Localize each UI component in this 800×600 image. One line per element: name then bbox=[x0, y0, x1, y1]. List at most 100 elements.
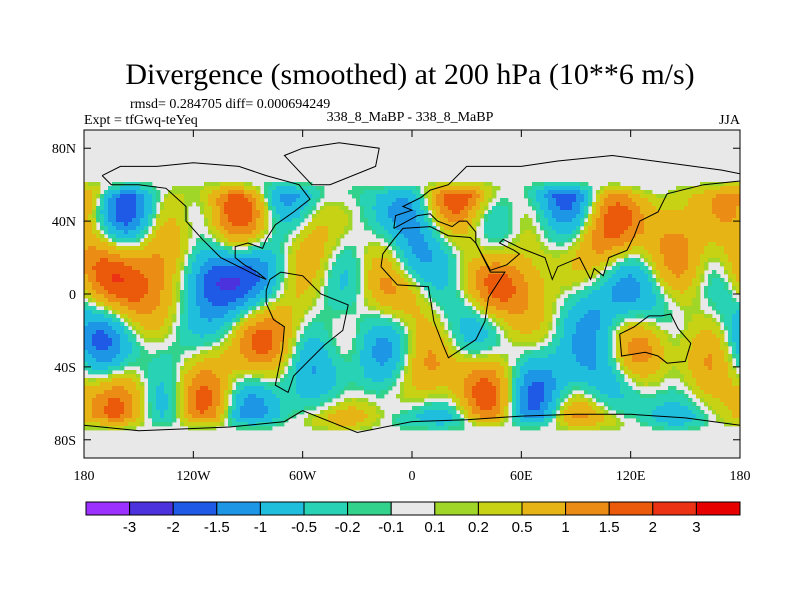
field-cell bbox=[208, 294, 213, 299]
field-cell bbox=[596, 234, 601, 239]
field-cell bbox=[128, 318, 133, 323]
field-cell bbox=[688, 310, 693, 315]
field-cell bbox=[596, 198, 601, 203]
field-cell bbox=[372, 286, 377, 291]
field-cell bbox=[544, 286, 549, 291]
field-cell bbox=[92, 254, 97, 259]
field-cell bbox=[88, 250, 93, 255]
field-cell bbox=[312, 186, 317, 191]
field-cell bbox=[492, 226, 497, 231]
field-cell bbox=[696, 262, 701, 267]
field-cell bbox=[512, 274, 517, 279]
field-cell bbox=[464, 294, 469, 299]
field-cell bbox=[124, 250, 129, 255]
field-cell bbox=[444, 274, 449, 279]
field-cell bbox=[612, 234, 617, 239]
field-cell bbox=[208, 182, 213, 187]
field-cell bbox=[660, 242, 665, 247]
field-cell bbox=[140, 246, 145, 251]
field-cell bbox=[236, 270, 241, 275]
field-cell bbox=[356, 190, 361, 195]
field-cell bbox=[324, 218, 329, 223]
field-cell bbox=[116, 270, 121, 275]
field-cell bbox=[336, 218, 341, 223]
field-cell bbox=[300, 246, 305, 251]
field-cell bbox=[240, 214, 245, 219]
field-cell bbox=[428, 234, 433, 239]
field-cell bbox=[316, 234, 321, 239]
field-cell bbox=[152, 302, 157, 307]
field-cell bbox=[176, 254, 181, 259]
field-cell bbox=[112, 290, 117, 295]
field-cell bbox=[616, 206, 621, 211]
field-cell bbox=[84, 222, 89, 227]
field-cell bbox=[396, 290, 401, 295]
field-cell bbox=[168, 290, 173, 295]
field-cell bbox=[136, 278, 141, 283]
field-cell bbox=[200, 278, 205, 283]
field-cell bbox=[584, 182, 589, 187]
field-cell bbox=[352, 246, 357, 251]
field-cell bbox=[692, 302, 697, 307]
field-cell bbox=[684, 226, 689, 231]
field-cell bbox=[208, 318, 213, 323]
field-cell bbox=[180, 214, 185, 219]
field-cell bbox=[492, 278, 497, 283]
field-cell bbox=[456, 206, 461, 211]
field-cell bbox=[668, 254, 673, 259]
field-cell bbox=[272, 314, 277, 319]
field-cell bbox=[572, 242, 577, 247]
field-cell bbox=[280, 202, 285, 207]
field-cell bbox=[424, 262, 429, 267]
field-cell bbox=[156, 318, 161, 323]
field-cell bbox=[196, 198, 201, 203]
field-cell bbox=[208, 198, 213, 203]
field-cell bbox=[560, 230, 565, 235]
field-cell bbox=[664, 206, 669, 211]
field-cell bbox=[164, 242, 169, 247]
field-cell bbox=[100, 222, 105, 227]
field-cell bbox=[436, 286, 441, 291]
field-cell bbox=[436, 282, 441, 287]
field-cell bbox=[724, 206, 729, 211]
field-cell bbox=[424, 298, 429, 303]
field-cell bbox=[620, 222, 625, 227]
field-cell bbox=[380, 298, 385, 303]
field-cell bbox=[104, 294, 109, 299]
field-cell bbox=[596, 310, 601, 315]
field-cell bbox=[312, 230, 317, 235]
field-cell bbox=[464, 194, 469, 199]
field-cell bbox=[452, 310, 457, 315]
field-cell bbox=[400, 310, 405, 315]
field-cell bbox=[448, 266, 453, 271]
field-cell bbox=[492, 282, 497, 287]
field-cell bbox=[372, 258, 377, 263]
field-cell bbox=[728, 222, 733, 227]
field-cell bbox=[444, 230, 449, 235]
field-cell bbox=[92, 258, 97, 263]
field-cell bbox=[136, 270, 141, 275]
field-cell bbox=[180, 314, 185, 319]
field-cell bbox=[320, 266, 325, 271]
field-cell bbox=[624, 310, 629, 315]
field-cell bbox=[524, 234, 529, 239]
field-cell bbox=[224, 254, 229, 259]
field-cell bbox=[352, 282, 357, 287]
field-cell bbox=[132, 266, 137, 271]
field-cell bbox=[212, 282, 217, 287]
field-cell bbox=[736, 218, 740, 223]
field-cell bbox=[348, 302, 353, 307]
field-cell bbox=[492, 190, 497, 195]
field-cell bbox=[476, 202, 481, 207]
field-cell bbox=[112, 270, 117, 275]
field-cell bbox=[612, 230, 617, 235]
field-cell bbox=[432, 314, 437, 319]
field-cell bbox=[140, 186, 145, 191]
field-cell bbox=[368, 286, 373, 291]
field-cell bbox=[436, 238, 441, 243]
field-cell bbox=[320, 206, 325, 211]
field-cell bbox=[512, 302, 517, 307]
field-cell bbox=[568, 198, 573, 203]
divergence-field bbox=[84, 130, 740, 458]
field-cell bbox=[712, 190, 717, 195]
